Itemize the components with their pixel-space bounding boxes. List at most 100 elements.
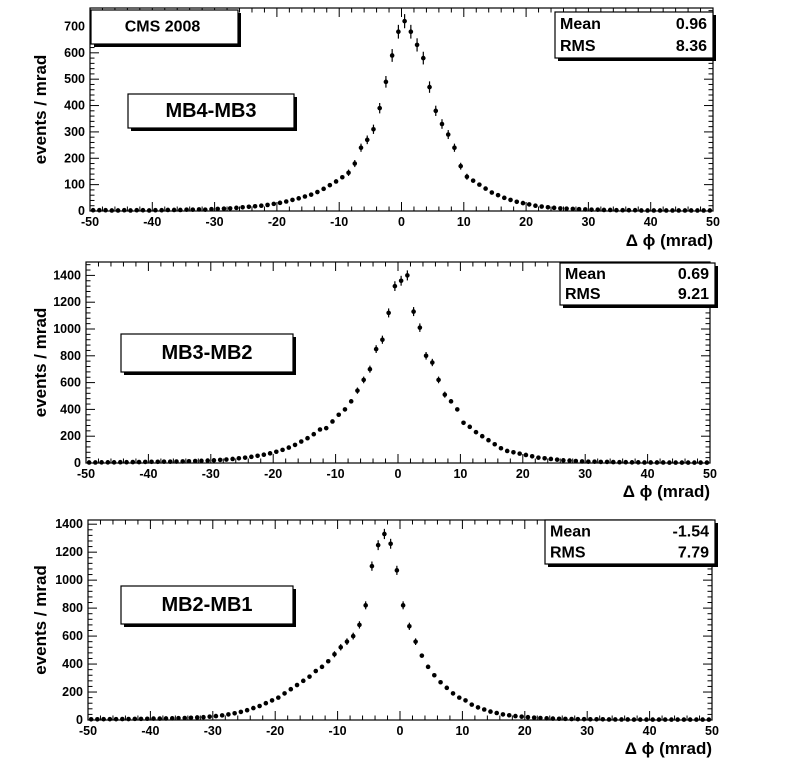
data-point (109, 208, 115, 213)
data-point (115, 208, 121, 213)
y-axis-label: events / mrad (31, 308, 50, 418)
data-point (581, 716, 587, 722)
data-point (227, 206, 233, 211)
data-point (470, 178, 476, 183)
data-point (184, 207, 189, 212)
data-point (570, 206, 576, 212)
data-point (105, 460, 111, 465)
stats-mean-value: 0.69 (678, 266, 709, 283)
data-point (663, 208, 669, 213)
data-point (142, 459, 148, 465)
data-point (207, 714, 212, 719)
stats-mean-label: Mean (550, 523, 591, 540)
data-point (88, 717, 94, 722)
data-point (302, 194, 308, 199)
data-point (90, 207, 96, 213)
data-point (101, 716, 106, 722)
data-point (382, 531, 387, 537)
data-point (657, 208, 663, 213)
data-point (432, 672, 437, 678)
data-point (539, 204, 544, 209)
data-point (342, 407, 348, 412)
data-point (667, 460, 672, 465)
data-point (363, 603, 368, 608)
data-point (307, 674, 312, 679)
data-point (305, 435, 310, 441)
x-tick-label: 10 (453, 467, 467, 481)
y-tick-label: 500 (64, 72, 85, 86)
data-point (635, 460, 641, 465)
stats-box-frame (559, 262, 716, 306)
y-tick-label: 1200 (53, 295, 81, 309)
data-point (561, 458, 566, 463)
data-point (545, 205, 551, 210)
data-point (375, 542, 381, 548)
data-point (469, 702, 475, 707)
data-point (648, 460, 654, 465)
histogram-title-box (127, 93, 295, 129)
data-point (513, 713, 518, 719)
x-tick-label: -50 (77, 467, 95, 481)
data-point (425, 664, 431, 670)
data-point (111, 460, 117, 465)
data-point (458, 163, 463, 169)
x-tick-label: 40 (644, 215, 658, 229)
data-point (199, 458, 204, 464)
x-tick-label: 30 (580, 724, 594, 738)
data-point (348, 399, 354, 404)
data-point (520, 200, 526, 206)
data-point (679, 460, 685, 465)
data-point (550, 716, 556, 721)
data-point (442, 392, 448, 397)
x-tick-label: 50 (706, 215, 720, 229)
data-point (542, 456, 547, 461)
data-point (467, 424, 473, 430)
y-tick-label: 700 (64, 19, 85, 33)
x-tick-label: 30 (578, 467, 592, 481)
data-point (421, 55, 426, 61)
data-point (238, 709, 244, 715)
data-point (190, 207, 196, 212)
data-point (463, 698, 468, 703)
x-tick-label: -40 (139, 467, 157, 481)
data-point (554, 457, 560, 462)
data-point (371, 126, 376, 132)
histogram-title-text: MB3-MB2 (161, 342, 252, 364)
data-point (336, 412, 342, 418)
data-point (394, 568, 400, 573)
data-point (494, 710, 500, 716)
data-point (157, 716, 163, 721)
data-point (452, 145, 457, 151)
y-tick-label: 1000 (55, 573, 83, 587)
data-point (579, 459, 585, 464)
data-point (438, 679, 443, 685)
data-point (619, 717, 624, 722)
data-point (120, 716, 125, 722)
data-point (286, 445, 292, 450)
data-point (675, 717, 680, 722)
stats-mean-label: Mean (560, 16, 601, 33)
data-point (500, 712, 506, 717)
stats-box-frame (544, 519, 716, 565)
data-point (556, 716, 562, 722)
data-point (217, 457, 223, 463)
data-point (606, 717, 612, 722)
data-point (625, 717, 631, 722)
data-point (128, 208, 133, 213)
x-tick-label: -20 (266, 724, 284, 738)
data-point (481, 707, 487, 712)
data-point (332, 651, 337, 657)
data-point (492, 441, 498, 447)
data-point (626, 207, 632, 213)
data-point (586, 459, 591, 464)
data-point (498, 445, 504, 451)
data-point (97, 207, 102, 213)
data-point (313, 668, 319, 674)
x-axis-label: Δ ϕ (mrad) (626, 231, 713, 250)
data-point (103, 207, 108, 213)
data-point (660, 460, 666, 465)
data-point (211, 458, 217, 463)
data-point (544, 716, 549, 721)
data-point (121, 207, 127, 213)
